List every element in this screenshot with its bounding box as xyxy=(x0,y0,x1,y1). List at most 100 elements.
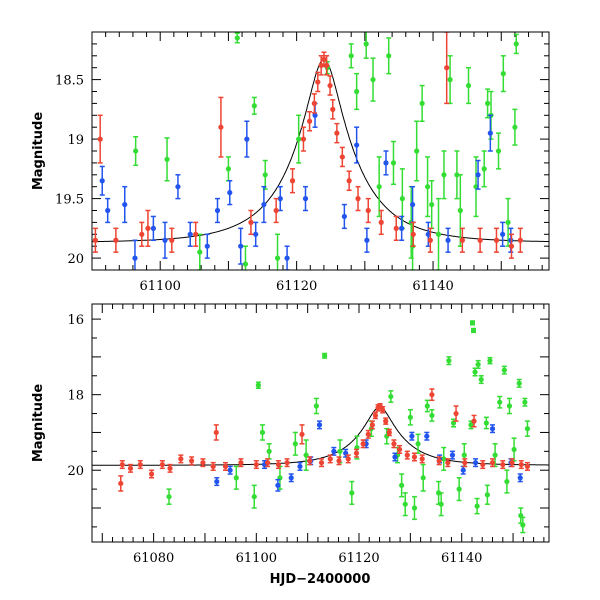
bottom-model-curve xyxy=(92,406,549,466)
blue-data-point xyxy=(383,150,389,176)
red-data-point xyxy=(391,439,397,449)
green-data-point xyxy=(322,352,328,359)
blue-data-point xyxy=(132,239,138,270)
y-tick-label: 18.5 xyxy=(55,74,84,89)
red-data-point xyxy=(159,460,165,470)
green-data-point xyxy=(457,174,463,247)
green-data-point xyxy=(197,233,203,270)
top-plot-frame xyxy=(91,31,550,271)
red-data-point xyxy=(334,122,340,144)
blue-data-point xyxy=(354,126,360,164)
blue-data-point xyxy=(445,227,451,253)
red-data-point xyxy=(471,414,477,428)
red-data-point xyxy=(330,99,336,120)
red-data-point xyxy=(427,227,433,253)
green-data-point xyxy=(435,197,442,270)
blue-data-point xyxy=(297,461,303,471)
red-data-point xyxy=(355,185,361,212)
red-data-point xyxy=(148,469,155,479)
green-data-point xyxy=(370,57,376,102)
bottom-panel-ticks xyxy=(91,304,549,542)
blue-data-point xyxy=(284,245,290,270)
green-data-point xyxy=(233,465,239,490)
blue-data-point xyxy=(150,215,156,241)
green-data-point xyxy=(441,446,447,471)
red-data-point xyxy=(411,452,418,462)
green-data-point xyxy=(234,32,240,44)
red-data-point xyxy=(213,424,219,441)
bottom-panel: 61080 61100 61120 61140 16 18 20 Magnitude HJD… xyxy=(31,303,550,587)
green-data-point xyxy=(399,473,405,498)
red-data-point xyxy=(92,227,99,253)
red-data-point xyxy=(339,146,345,168)
blue-data-point xyxy=(99,165,105,196)
red-data-point xyxy=(509,458,515,468)
green-data-point xyxy=(251,96,257,115)
red-data-point xyxy=(508,233,515,259)
blue-data-point xyxy=(187,221,193,247)
red-data-point xyxy=(193,221,199,247)
blue-data-point xyxy=(517,473,523,483)
blue-data-point xyxy=(316,420,323,430)
red-data-point xyxy=(127,463,134,473)
blue-data-point xyxy=(424,431,430,441)
red-data-point xyxy=(378,209,384,236)
bottom-x-axis-label: HJD−2400000 xyxy=(270,572,371,587)
red-data-point xyxy=(365,429,371,439)
red-data-point xyxy=(311,93,317,114)
red-data-point xyxy=(410,221,416,247)
green-data-point xyxy=(133,135,139,167)
green-data-point xyxy=(255,381,261,389)
green-data-point xyxy=(415,433,421,454)
x-tick-label: 61080 xyxy=(133,551,174,566)
green-data-point xyxy=(441,150,447,200)
green-data-point xyxy=(501,365,507,375)
green-data-point xyxy=(390,140,397,186)
blue-data-point xyxy=(227,180,233,206)
green-data-point xyxy=(251,484,257,509)
y-tick-label: 20 xyxy=(67,252,84,267)
green-data-point xyxy=(472,367,478,377)
red-data-point xyxy=(445,458,451,468)
green-data-point xyxy=(522,397,528,407)
green-data-point xyxy=(474,497,480,515)
green-data-point xyxy=(262,159,268,190)
top-data-points xyxy=(92,32,523,270)
blue-data-point xyxy=(409,431,415,441)
red-data-point xyxy=(137,460,143,470)
red-data-point xyxy=(436,456,442,466)
green-data-point xyxy=(478,375,484,385)
red-data-point xyxy=(306,110,313,132)
red-data-point xyxy=(404,450,410,460)
red-data-point xyxy=(145,209,151,247)
green-data-point xyxy=(454,150,460,200)
green-data-point xyxy=(164,137,170,182)
red-data-point xyxy=(386,428,392,437)
bottom-plot-frame xyxy=(91,303,550,543)
green-data-point xyxy=(259,424,266,441)
green-data-point xyxy=(402,492,408,517)
red-data-point xyxy=(275,460,281,470)
red-data-point xyxy=(360,439,366,449)
green-data-point xyxy=(348,43,354,69)
red-data-point xyxy=(459,227,465,253)
blue-data-point xyxy=(261,185,267,224)
blue-data-point xyxy=(364,227,370,253)
green-data-point xyxy=(436,480,442,505)
top-tick-labels: 61100 61120 61140 18.5 19 19.5 20 xyxy=(55,74,454,294)
blue-data-point xyxy=(399,215,405,241)
red-data-point xyxy=(299,424,305,445)
red-data-point xyxy=(321,51,327,68)
red-data-point xyxy=(253,460,259,470)
x-tick-label: 61120 xyxy=(338,551,379,566)
blue-data-point xyxy=(244,120,250,158)
blue-data-point xyxy=(449,450,456,460)
red-data-point xyxy=(119,460,125,470)
x-tick-label: 61100 xyxy=(140,279,181,294)
green-data-point xyxy=(429,409,435,422)
green-data-point xyxy=(407,409,413,426)
red-data-point xyxy=(324,55,330,76)
blue-data-point xyxy=(472,458,479,468)
red-data-point xyxy=(218,96,224,158)
red-data-point xyxy=(265,458,271,468)
